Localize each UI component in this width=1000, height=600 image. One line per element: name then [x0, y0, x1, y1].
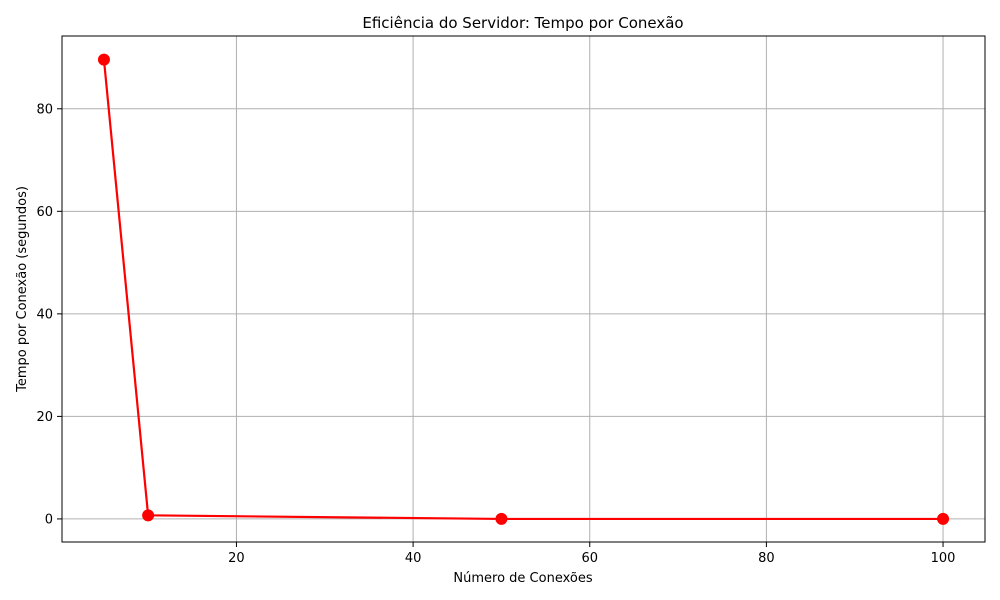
plot-area — [61, 35, 986, 543]
x-axis-label: Número de Conexões — [453, 571, 592, 586]
y-axis-ticks: 0 20 40 60 80 — [36, 102, 62, 527]
data-point — [495, 512, 508, 525]
chart-title: Eficiência do Servidor: Tempo por Conexã… — [362, 14, 683, 32]
x-tick-label: 60 — [581, 551, 598, 566]
data-point — [937, 512, 950, 525]
x-axis-ticks: 20 40 60 80 100 — [228, 542, 955, 566]
x-tick-label: 20 — [228, 551, 245, 566]
y-tick-label: 20 — [36, 410, 53, 425]
y-tick-label: 60 — [36, 205, 53, 220]
data-point — [142, 509, 155, 522]
series-layer — [97, 53, 950, 525]
x-tick-label: 40 — [405, 551, 422, 566]
x-tick-label: 80 — [758, 551, 775, 566]
x-tick-label: 100 — [931, 551, 956, 566]
y-axis-label: Tempo por Conexão (segundos) — [15, 186, 30, 393]
y-tick-label: 80 — [36, 102, 53, 117]
series-line — [102, 59, 944, 521]
y-tick-label: 0 — [45, 512, 53, 527]
y-tick-label: 40 — [36, 307, 53, 322]
data-point — [97, 53, 110, 66]
grid — [62, 36, 985, 542]
